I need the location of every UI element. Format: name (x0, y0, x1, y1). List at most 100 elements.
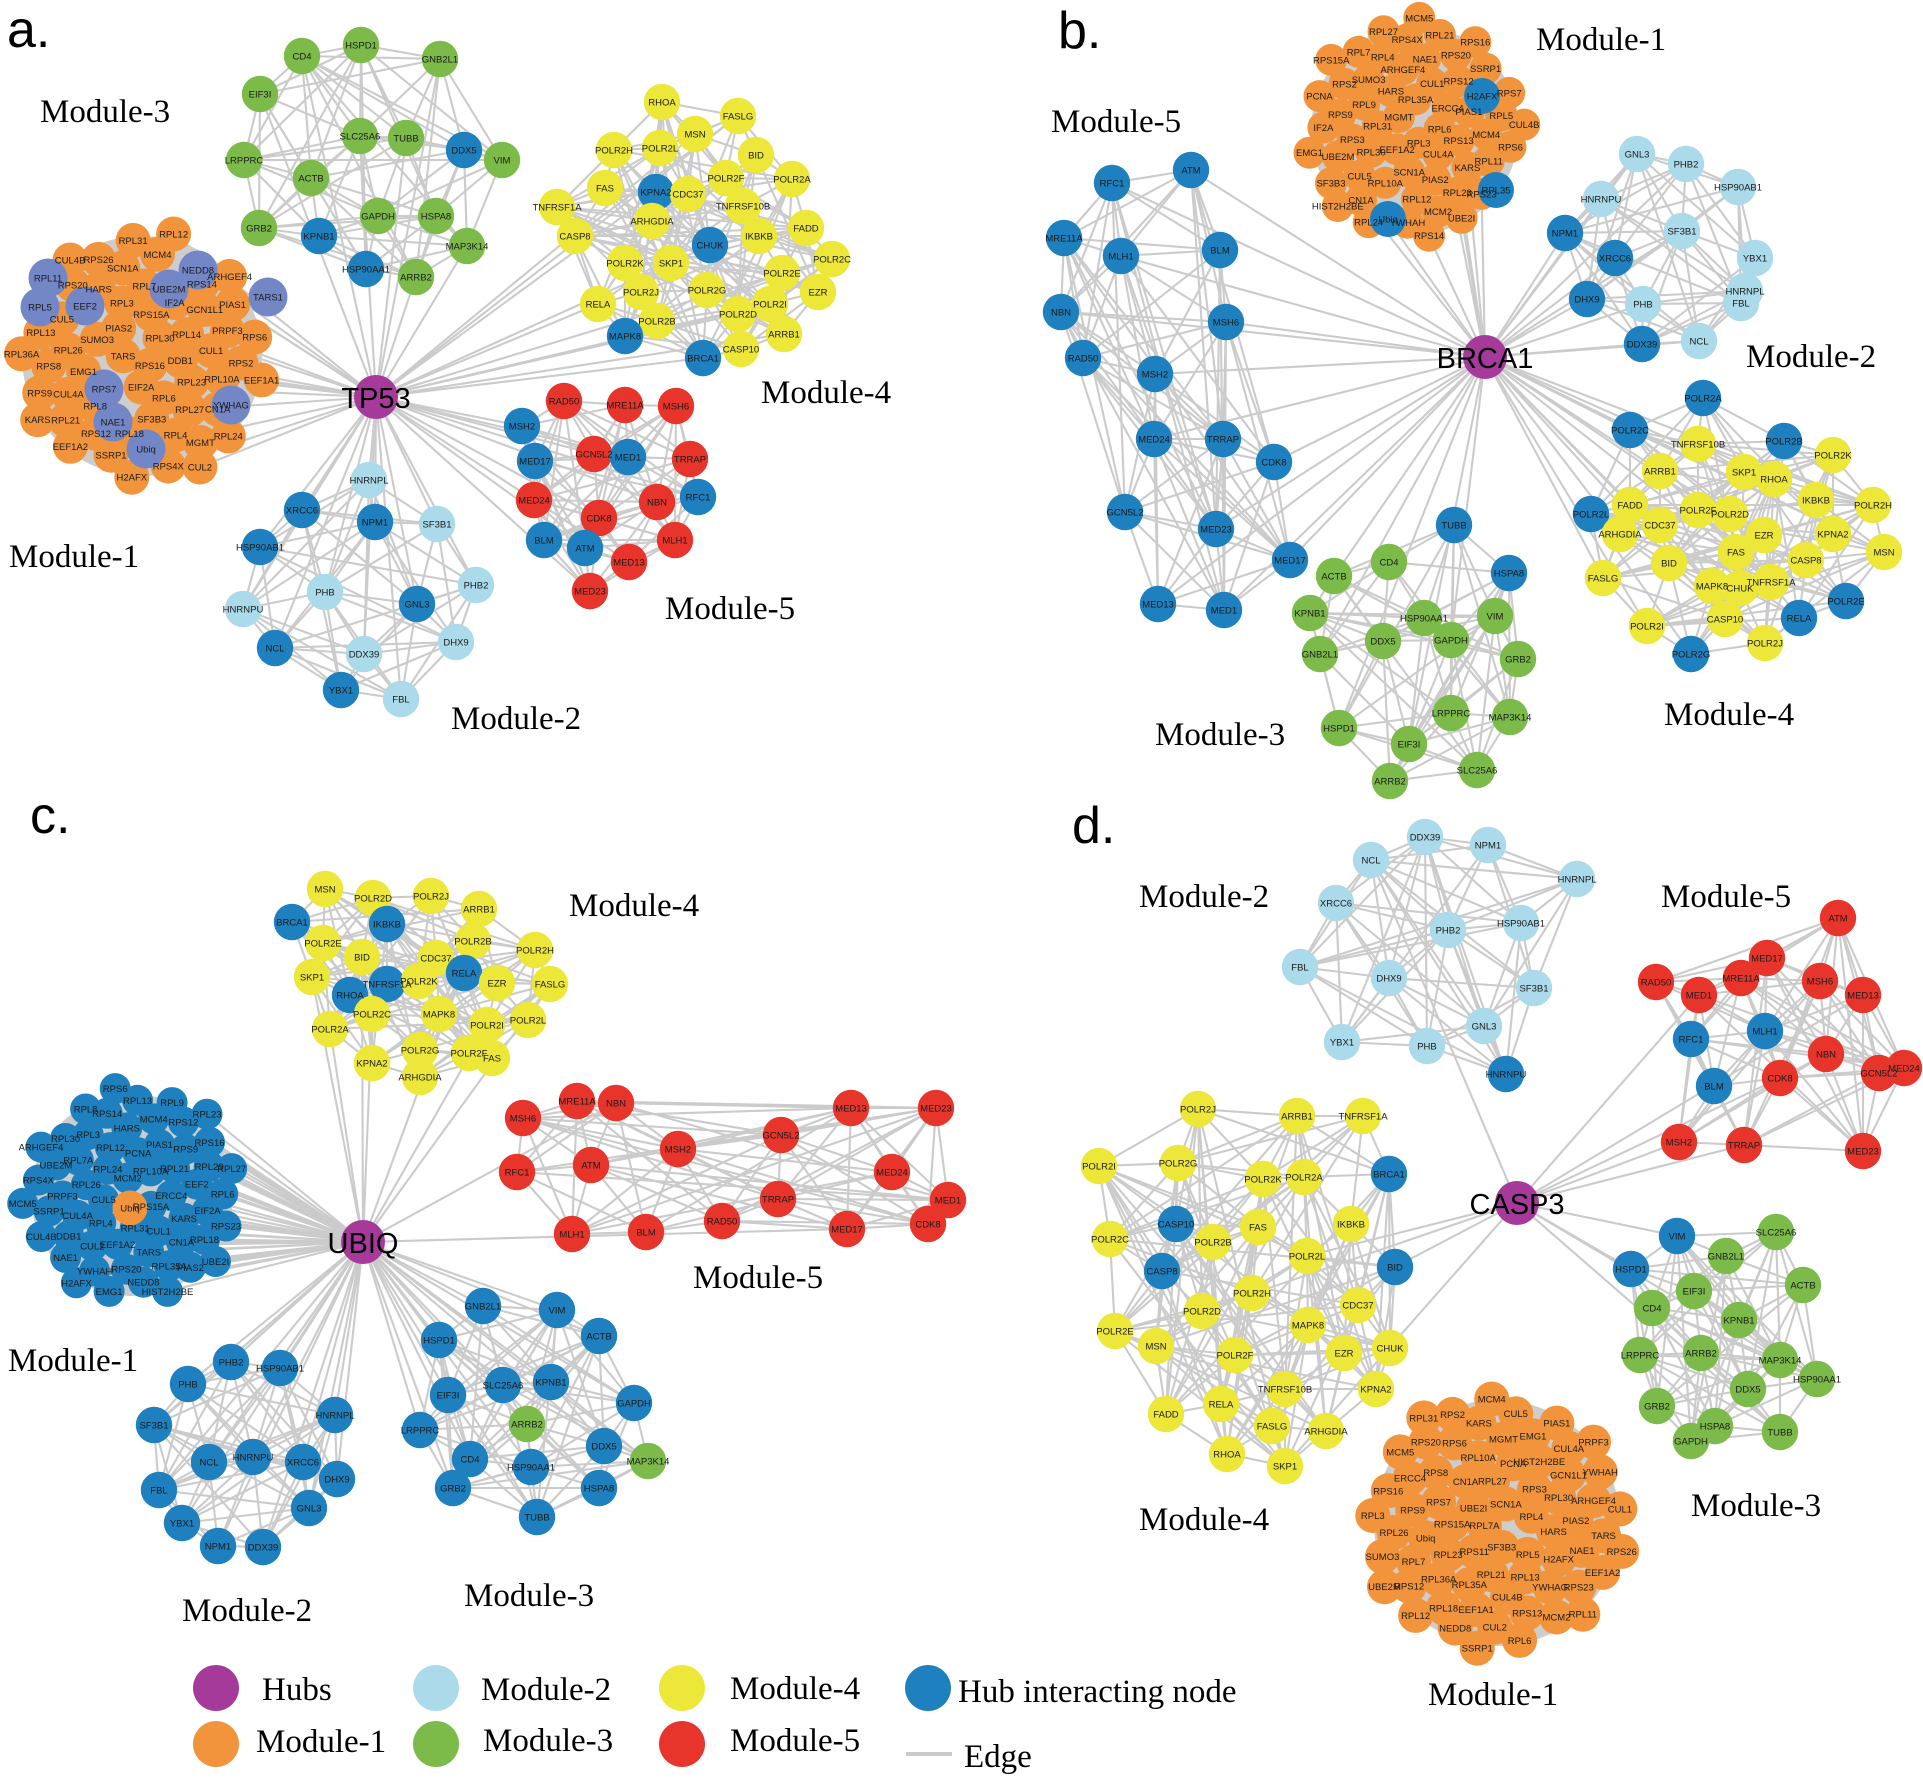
svg-text:CN1A: CN1A (1348, 196, 1374, 207)
svg-text:KARS: KARS (171, 1214, 197, 1225)
svg-text:RPL30: RPL30 (145, 333, 174, 344)
svg-text:DDB1: DDB1 (168, 356, 193, 367)
svg-text:PIAS2: PIAS2 (105, 324, 132, 335)
svg-text:POLR2F: POLR2F (1680, 506, 1717, 517)
svg-text:FASLG: FASLG (1588, 574, 1619, 585)
svg-text:RPL9: RPL9 (1352, 100, 1376, 111)
svg-text:MGMT: MGMT (1489, 1435, 1518, 1446)
svg-text:ARHGDIA: ARHGDIA (398, 1073, 442, 1084)
svg-text:MSN: MSN (1873, 548, 1894, 559)
svg-text:PIAS1: PIAS1 (1543, 1419, 1570, 1430)
svg-text:RPL4: RPL4 (89, 1218, 113, 1229)
svg-text:CUL4A: CUL4A (62, 1211, 93, 1222)
svg-text:RFC1: RFC1 (1679, 1035, 1704, 1046)
svg-text:POLR2G: POLR2G (1672, 650, 1711, 661)
svg-text:SCN1A: SCN1A (107, 263, 139, 274)
svg-text:MSH2: MSH2 (509, 422, 535, 433)
svg-text:RPL13: RPL13 (123, 1096, 152, 1107)
svg-text:ERCC4: ERCC4 (155, 1191, 187, 1202)
svg-text:POLR2C: POLR2C (1611, 426, 1649, 437)
svg-text:PRPF3: PRPF3 (212, 326, 243, 337)
svg-text:ARRB2: ARRB2 (1685, 1349, 1717, 1360)
svg-text:DDX5: DDX5 (591, 1442, 616, 1453)
svg-text:HSPD1: HSPD1 (1323, 724, 1355, 735)
svg-text:RPL10A: RPL10A (133, 1166, 169, 1177)
svg-text:SKP1: SKP1 (1273, 1462, 1297, 1473)
svg-text:BLM: BLM (636, 1228, 656, 1239)
svg-text:YWHAH: YWHAH (1390, 218, 1426, 229)
svg-text:HSPA8: HSPA8 (584, 1484, 614, 1495)
svg-text:RPL7A: RPL7A (1469, 1521, 1500, 1532)
svg-text:BID: BID (1661, 559, 1677, 570)
svg-text:POLR2I: POLR2I (1082, 1162, 1116, 1173)
svg-text:RPL36A: RPL36A (1421, 1575, 1457, 1586)
svg-text:FBL: FBL (150, 1486, 167, 1497)
svg-text:CHUK: CHUK (1727, 584, 1755, 595)
svg-text:CUL4B: CUL4B (55, 256, 86, 267)
svg-text:PHB: PHB (315, 588, 335, 599)
svg-text:NPM1: NPM1 (1552, 229, 1578, 240)
svg-text:Module-4: Module-4 (761, 375, 891, 411)
svg-text:KPNA2: KPNA2 (1817, 530, 1848, 541)
svg-text:SCN1A: SCN1A (1393, 167, 1425, 178)
svg-text:RPS4X: RPS4X (23, 1176, 55, 1187)
svg-text:GNB2L1: GNB2L1 (422, 55, 458, 66)
svg-text:TRRAP: TRRAP (1728, 1141, 1760, 1152)
svg-text:POLR2J: POLR2J (623, 288, 659, 299)
svg-text:IKBKB: IKBKB (1802, 496, 1830, 507)
svg-text:RPL35: RPL35 (1481, 186, 1510, 197)
svg-text:YWHAH: YWHAH (77, 1266, 113, 1277)
svg-text:SF3B1: SF3B1 (1519, 984, 1548, 995)
svg-text:ERCC4: ERCC4 (1394, 1474, 1426, 1485)
svg-text:EEF1A2: EEF1A2 (100, 1240, 135, 1251)
svg-text:MAPK8: MAPK8 (423, 1010, 455, 1021)
svg-text:EZR: EZR (1755, 531, 1774, 542)
svg-text:HSPD1: HSPD1 (345, 41, 377, 52)
svg-text:RPS12: RPS12 (168, 1118, 198, 1129)
svg-text:c.: c. (30, 787, 70, 845)
svg-text:YWHAG: YWHAG (1532, 1583, 1568, 1594)
svg-text:CUL5: CUL5 (50, 314, 74, 325)
svg-text:PIAS2: PIAS2 (177, 1263, 204, 1274)
svg-text:RHOA: RHOA (1760, 475, 1788, 486)
svg-text:CDK8: CDK8 (1767, 1074, 1792, 1085)
svg-text:PHB2: PHB2 (1436, 926, 1461, 937)
svg-text:ARRB1: ARRB1 (463, 905, 495, 916)
svg-text:RPL7: RPL7 (1347, 47, 1371, 58)
svg-text:FASLG: FASLG (535, 980, 566, 991)
svg-text:RPL7: RPL7 (1402, 1557, 1426, 1568)
svg-text:MLH1: MLH1 (1752, 1027, 1777, 1038)
svg-text:BRCA1: BRCA1 (1373, 1170, 1405, 1181)
svg-text:NBN: NBN (647, 498, 667, 509)
svg-text:RPS9: RPS9 (1400, 1505, 1425, 1516)
svg-text:NEDD8: NEDD8 (127, 1278, 159, 1289)
svg-text:TRRAP: TRRAP (1207, 435, 1239, 446)
svg-text:Module-2: Module-2 (451, 701, 581, 737)
svg-text:Ubiq: Ubiq (1378, 215, 1398, 226)
svg-text:RPL36A: RPL36A (4, 349, 40, 360)
svg-text:SF3B1: SF3B1 (422, 520, 451, 531)
svg-text:RAD50: RAD50 (1068, 354, 1099, 365)
svg-text:SKP1: SKP1 (1732, 468, 1756, 479)
svg-text:CN1A: CN1A (205, 405, 231, 416)
svg-text:RPS16: RPS16 (135, 361, 165, 372)
svg-text:RPL5: RPL5 (1516, 1550, 1540, 1561)
svg-text:RPS6: RPS6 (1442, 1438, 1467, 1449)
svg-text:MSH6: MSH6 (510, 1114, 536, 1125)
svg-text:DHX9: DHX9 (1376, 974, 1401, 985)
svg-text:Ubiq: Ubiq (1416, 1533, 1436, 1544)
svg-text:MED1: MED1 (935, 1196, 961, 1207)
svg-text:ATM: ATM (575, 544, 594, 555)
svg-text:RPS9: RPS9 (1328, 110, 1353, 121)
svg-text:POLR2G: POLR2G (1159, 1159, 1198, 1170)
svg-text:MSH6: MSH6 (1213, 318, 1239, 329)
svg-text:MED23: MED23 (574, 587, 606, 598)
svg-text:MED17: MED17 (831, 1225, 863, 1236)
svg-text:MCM2: MCM2 (114, 1174, 142, 1185)
svg-text:KPNB1: KPNB1 (535, 1378, 566, 1389)
svg-text:PIAS1: PIAS1 (146, 1140, 173, 1151)
svg-text:RPL11: RPL11 (1569, 1610, 1597, 1621)
svg-text:ARHGDIA: ARHGDIA (1598, 530, 1642, 541)
svg-text:MED13: MED13 (835, 1104, 867, 1115)
svg-text:EZR: EZR (488, 979, 507, 990)
